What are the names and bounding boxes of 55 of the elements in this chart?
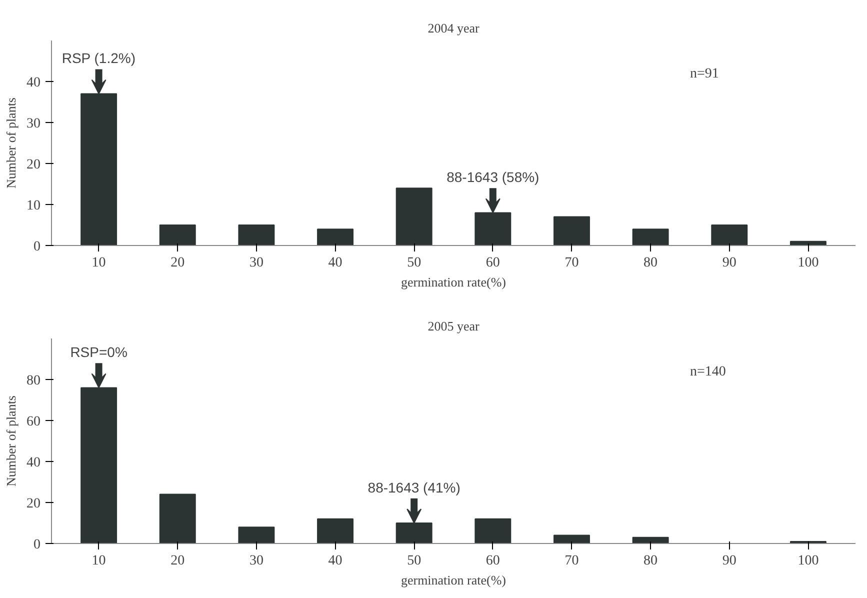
annotation: n=91 [690,66,719,82]
y-axis-title: Number of plants [4,396,18,486]
x-tick-label: 100 [798,554,819,568]
bar [159,494,196,544]
annotation: 88-1643 (41%) [368,479,460,496]
annotation: RSP (1.2%) [62,50,136,66]
bar [317,518,354,544]
x-tick-label: 70 [564,256,579,270]
x-tick-label: 60 [486,256,500,270]
bar [632,536,669,544]
y-tick-label: 30 [26,116,40,132]
y-tick-label: 20 [26,496,40,512]
chart-title: 2004 year [428,20,480,36]
y-tick-label: 0 [34,538,40,552]
x-tick-label: 50 [407,256,422,270]
y-tick-label: 20 [26,158,40,172]
bar [238,526,275,544]
bar [238,224,275,246]
y-tick-label: 60 [26,414,40,430]
x-tick-label: 60 [486,554,500,568]
annotation: 88-1643 (58%) [446,169,540,186]
x-tick-label: 20 [170,256,185,270]
x-tick-label: 40 [328,554,342,568]
x-tick-label: 90 [722,554,736,568]
bar [554,216,590,246]
bar [474,518,512,544]
x-axis-title: germination rate(%) [400,572,506,588]
x-tick-label: 40 [328,256,342,270]
chart-title: 2005 year [428,318,480,334]
bar [632,228,669,246]
bar [396,188,432,246]
x-tick-label: 70 [564,554,579,568]
x-tick-label: 30 [249,256,264,270]
x-tick-label: 10 [92,554,106,568]
bar [711,224,748,246]
bar [317,228,354,246]
bar [554,534,590,544]
annotation: RSP=0% [70,344,128,360]
y-tick-label: 0 [34,240,40,254]
x-tick-label: 90 [722,256,736,270]
x-tick-label: 100 [798,256,819,270]
x-tick-label: 80 [644,554,658,568]
y-axis-title: Number of plants [4,98,18,188]
x-tick-label: 10 [92,256,106,270]
x-tick-label: 50 [407,554,422,568]
y-tick-label: 40 [26,456,40,470]
x-tick-label: 80 [644,256,658,270]
x-tick-label: 20 [170,554,185,568]
annotation: n=140 [690,364,726,380]
x-axis-title: germination rate(%) [400,274,506,290]
y-tick-label: 40 [26,76,40,90]
y-tick-label: 80 [26,374,40,388]
x-tick-label: 30 [249,554,264,568]
y-tick-label: 10 [26,198,40,214]
bar [159,224,196,246]
